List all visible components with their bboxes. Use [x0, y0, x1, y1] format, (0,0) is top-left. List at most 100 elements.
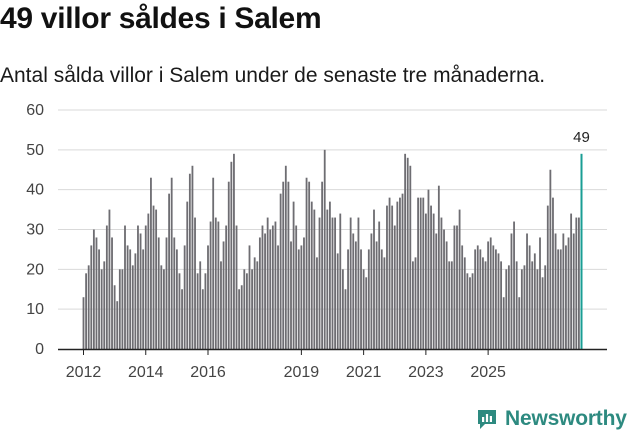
bar — [484, 261, 487, 349]
bar — [323, 149, 326, 349]
bar — [476, 245, 479, 349]
bar — [386, 205, 388, 349]
bar — [344, 289, 347, 349]
newsworthy-logo-icon — [478, 410, 496, 429]
bar — [565, 245, 567, 349]
bar — [95, 237, 98, 349]
bar — [334, 217, 337, 349]
bar — [178, 273, 181, 349]
newsworthy-brand[interactable]: Newsworthy — [475, 407, 627, 431]
bar — [541, 277, 544, 349]
bar — [526, 233, 528, 349]
bar — [269, 229, 272, 349]
bar — [318, 217, 321, 349]
bar — [204, 273, 207, 349]
bar — [554, 233, 557, 349]
bar — [152, 205, 155, 349]
bar — [175, 249, 178, 349]
bar — [349, 217, 352, 349]
bar — [445, 241, 448, 349]
bar — [531, 261, 534, 349]
bar — [233, 153, 235, 349]
bar — [105, 225, 108, 349]
bar — [264, 233, 266, 349]
bar — [214, 217, 217, 349]
bar — [108, 209, 111, 349]
bar — [261, 225, 264, 349]
bar — [388, 197, 391, 349]
bar — [507, 265, 510, 349]
bar — [505, 269, 508, 349]
bar — [502, 297, 505, 349]
bar — [87, 265, 90, 349]
bar — [450, 261, 453, 349]
bar — [341, 269, 344, 349]
bar — [230, 161, 233, 349]
bar — [126, 245, 129, 349]
bar — [243, 269, 246, 349]
bar — [380, 249, 383, 349]
bar — [287, 181, 290, 349]
bar — [515, 261, 518, 349]
bar — [150, 177, 152, 349]
x-tick-label: 2016 — [190, 364, 226, 381]
bars — [82, 149, 583, 349]
bar — [396, 201, 399, 349]
y-axis-labels: 0 10 20 30 40 50 60 — [26, 102, 44, 358]
bar — [277, 245, 279, 349]
bar — [238, 289, 241, 349]
bar — [92, 229, 95, 349]
bar — [225, 225, 228, 349]
bar — [513, 221, 515, 349]
bar — [326, 209, 329, 349]
bar — [170, 177, 173, 349]
bar — [427, 189, 430, 349]
y-tick-label: 0 — [35, 341, 44, 358]
bar — [469, 277, 471, 349]
bar — [310, 201, 313, 349]
chart-subtitle: Antal sålda villor i Salem under de sena… — [0, 64, 546, 87]
y-tick-label: 10 — [26, 301, 44, 318]
bar — [422, 197, 425, 349]
bar — [494, 249, 497, 349]
bar — [367, 249, 370, 349]
bar — [186, 201, 189, 349]
bar — [466, 273, 469, 349]
bar — [328, 201, 331, 349]
bar — [118, 269, 121, 349]
bar — [168, 193, 171, 349]
bar — [432, 213, 435, 349]
x-tick-label: 2019 — [284, 364, 320, 381]
bar — [253, 257, 256, 349]
bar — [417, 197, 420, 349]
bar — [536, 269, 539, 349]
x-axis: 2012 2014 2016 2019 2021 2023 2025 — [58, 348, 607, 381]
bar — [562, 233, 565, 349]
bar — [98, 249, 100, 349]
bar — [456, 225, 458, 349]
bar — [365, 277, 368, 349]
bar — [479, 249, 482, 349]
bar — [572, 233, 575, 349]
bar — [196, 273, 199, 349]
bar — [124, 225, 126, 349]
x-tick-label: 2012 — [66, 364, 102, 381]
bar — [297, 249, 300, 349]
bar — [284, 165, 287, 349]
bar — [199, 261, 202, 349]
bar — [518, 297, 521, 349]
bar — [411, 261, 414, 349]
bar — [357, 217, 360, 349]
bar — [266, 217, 269, 349]
bar — [129, 249, 132, 349]
y-tick-label: 40 — [26, 182, 44, 199]
bar — [248, 245, 251, 349]
x-tick-label: 2023 — [408, 364, 444, 381]
bar — [440, 217, 443, 349]
highlight-data-label: 49 — [573, 129, 590, 146]
bar — [274, 221, 277, 349]
bar — [188, 173, 191, 349]
bar — [321, 181, 324, 349]
bar — [131, 265, 134, 349]
bar — [487, 241, 490, 349]
